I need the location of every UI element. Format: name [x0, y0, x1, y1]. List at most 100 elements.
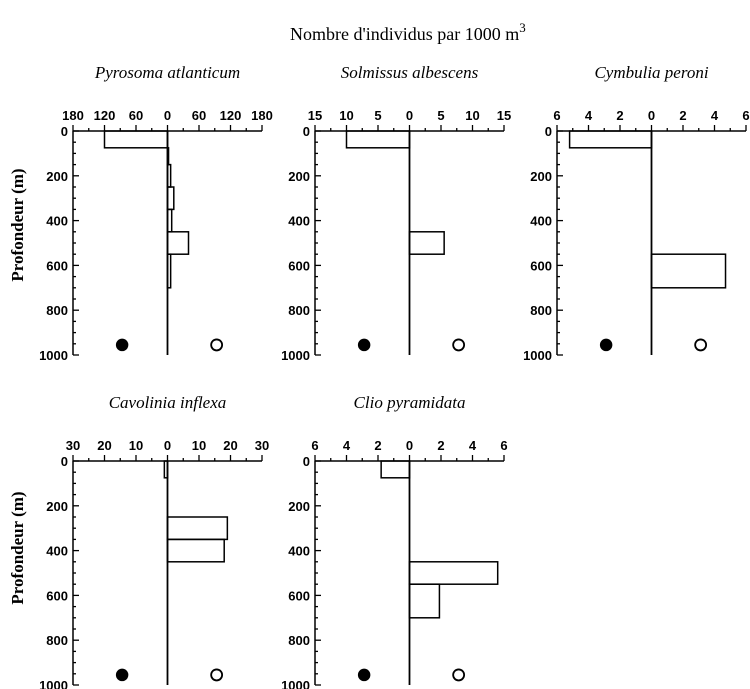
night-bar [166, 186, 175, 211]
y-tick-label: 200 [46, 169, 68, 184]
y-tick-label: 600 [46, 258, 68, 273]
y-tick-label: 400 [288, 544, 310, 559]
y-tick-label: 200 [530, 169, 552, 184]
x-tick-label: 15 [308, 108, 322, 123]
x-tick-label: 60 [192, 108, 206, 123]
y-tick-label: 600 [288, 588, 310, 603]
y-tick-label: 400 [46, 544, 68, 559]
x-tick-label: 0 [164, 108, 171, 123]
day-bar [345, 130, 411, 149]
night-bar [166, 538, 225, 563]
x-tick-label: 180 [251, 108, 273, 123]
x-tick-label: 0 [648, 108, 655, 123]
x-tick-label: 10 [465, 108, 479, 123]
night-bar [408, 583, 441, 619]
night-symbol [694, 338, 708, 352]
x-tick-label: 6 [311, 438, 318, 453]
y-tick-label: 400 [46, 214, 68, 229]
y-tick-label: 400 [530, 214, 552, 229]
panel-title: Clio pyramidata [354, 393, 466, 412]
y-tick-label: 600 [46, 588, 68, 603]
y-tick-label: 0 [545, 124, 552, 139]
x-tick-label: 120 [220, 108, 242, 123]
day-bar [103, 130, 169, 149]
y-tick-label: 800 [288, 303, 310, 318]
y-tick-label: 1000 [523, 348, 552, 363]
panel-title: Solmissus albescens [341, 63, 479, 82]
figure-title-superscript: 3 [519, 20, 526, 35]
x-tick-label: 2 [616, 108, 623, 123]
day-bar [568, 130, 653, 149]
x-tick-label: 30 [66, 438, 80, 453]
x-tick-label: 10 [129, 438, 143, 453]
night-bar [408, 231, 445, 255]
x-tick-label: 0 [406, 108, 413, 123]
y-tick-label: 0 [303, 124, 310, 139]
x-tick-label: 0 [164, 438, 171, 453]
y-tick-label: 0 [61, 124, 68, 139]
y-tick-label: 200 [288, 499, 310, 514]
x-tick-label: 6 [742, 108, 749, 123]
x-tick-label: 6 [553, 108, 560, 123]
y-tick-label: 200 [46, 499, 68, 514]
y-tick-label: 0 [303, 454, 310, 469]
y-tick-label: 600 [530, 258, 552, 273]
y-tick-label: 800 [288, 633, 310, 648]
x-tick-label: 6 [500, 438, 507, 453]
x-tick-label: 4 [343, 438, 351, 453]
night-symbol [210, 338, 224, 352]
x-tick-label: 15 [497, 108, 511, 123]
night-bar [166, 516, 229, 541]
night-bar [408, 561, 499, 585]
x-tick-label: 2 [374, 438, 381, 453]
y-axis-label-bottom: Profondeur (m) [8, 491, 27, 604]
y-tick-label: 600 [288, 258, 310, 273]
y-tick-label: 1000 [281, 348, 310, 363]
night-symbol [210, 668, 224, 682]
x-tick-label: 4 [585, 108, 593, 123]
night-symbol [452, 338, 466, 352]
y-tick-label: 800 [46, 633, 68, 648]
y-tick-label: 1000 [39, 348, 68, 363]
y-tick-label: 1000 [281, 678, 310, 689]
panel-title: Cavolinia inflexa [109, 393, 227, 412]
x-tick-label: 180 [62, 108, 84, 123]
x-tick-label: 2 [679, 108, 686, 123]
y-axis-label-top: Profondeur (m) [8, 168, 27, 281]
x-tick-label: 30 [255, 438, 269, 453]
x-tick-label: 20 [223, 438, 237, 453]
x-tick-label: 4 [711, 108, 719, 123]
y-tick-label: 200 [288, 169, 310, 184]
x-tick-label: 10 [192, 438, 206, 453]
day-bar [380, 460, 411, 479]
x-tick-label: 0 [406, 438, 413, 453]
y-tick-label: 800 [530, 303, 552, 318]
y-tick-label: 800 [46, 303, 68, 318]
x-tick-label: 120 [94, 108, 116, 123]
night-bar [166, 231, 190, 255]
x-tick-label: 2 [437, 438, 444, 453]
day-symbol [357, 338, 371, 352]
night-bar [650, 253, 727, 289]
day-symbol [599, 338, 613, 352]
y-tick-label: 1000 [39, 678, 68, 689]
panel-title: Pyrosoma atlanticum [94, 63, 240, 82]
y-tick-label: 400 [288, 214, 310, 229]
figure-title: Nombre d'individus par 1000 m3 [290, 20, 526, 44]
day-symbol [357, 668, 371, 682]
panel-title: Cymbulia peroni [594, 63, 708, 82]
y-tick-label: 0 [61, 454, 68, 469]
x-tick-label: 5 [374, 108, 381, 123]
day-symbol [115, 338, 129, 352]
x-tick-label: 5 [437, 108, 444, 123]
night-symbol [452, 668, 466, 682]
x-tick-label: 20 [97, 438, 111, 453]
x-tick-label: 60 [129, 108, 143, 123]
x-tick-label: 4 [469, 438, 477, 453]
